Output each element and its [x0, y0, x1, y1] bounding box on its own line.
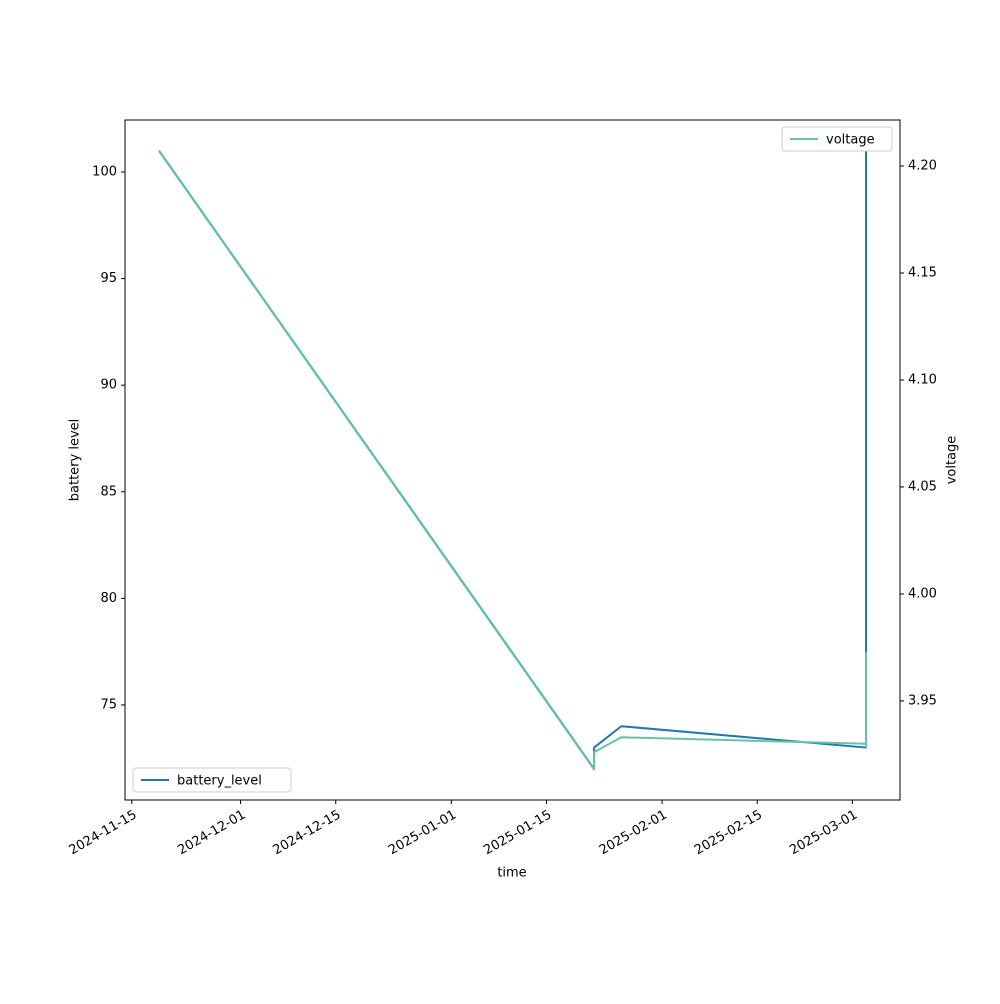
legend-box	[132, 767, 292, 793]
y2-tick-label: 4.20	[908, 159, 937, 174]
y-tick-label: 95	[100, 271, 117, 286]
y2-tick-label: 4.05	[908, 479, 937, 494]
legend-label: voltage	[826, 133, 875, 148]
y2-tick-label: 3.95	[908, 693, 937, 708]
legend-box	[781, 126, 893, 152]
y-tick-label: 90	[100, 378, 117, 393]
y-axis-label: battery level	[68, 419, 83, 502]
y-tick-label: 100	[92, 165, 117, 180]
y-tick-label: 80	[100, 591, 117, 606]
legend: battery_level	[132, 767, 292, 793]
x-axis-label: time	[497, 866, 526, 881]
data-line	[158, 150, 868, 771]
legend: voltage	[781, 126, 893, 152]
y-tick-label: 75	[100, 697, 117, 712]
y2-axis-label: voltage	[945, 436, 960, 485]
y2-tick-label: 4.00	[908, 586, 937, 601]
y2-tick-label: 4.15	[908, 265, 937, 280]
legend-label: battery_level	[177, 774, 262, 789]
y-tick-label: 85	[100, 484, 117, 499]
y2-tick-label: 4.10	[908, 372, 937, 387]
plot-frame	[124, 119, 901, 801]
